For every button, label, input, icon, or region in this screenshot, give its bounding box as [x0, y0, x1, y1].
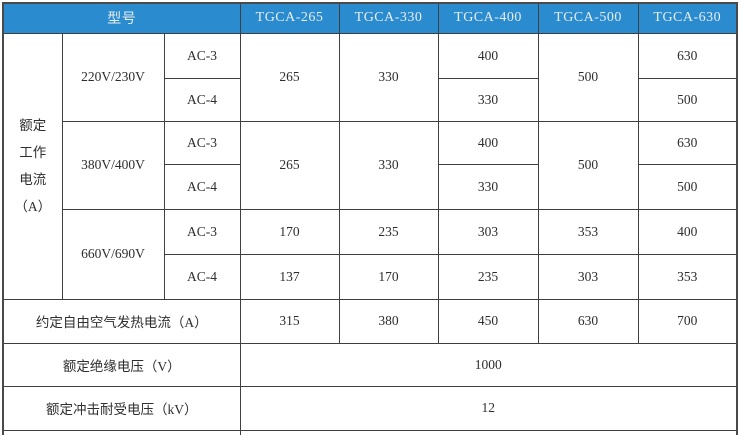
impulse-voltage-value-cell: 12	[239, 385, 738, 431]
row-660v-ac3: 660V/690V AC-3 170 235 303 353 400	[3, 208, 738, 300]
value-cell: 400	[437, 32, 539, 79]
value-cell: 170	[239, 208, 340, 255]
model-header-tgca-265: TGCA-265	[239, 2, 340, 34]
category-cell-ac4: AC-4	[163, 253, 241, 300]
value-cell: 353	[637, 253, 738, 300]
value-cell: 630	[637, 120, 738, 165]
model-label-cell: 型号	[2, 2, 241, 34]
value-cell: 500	[637, 163, 738, 210]
model-header-tgca-330: TGCA-330	[338, 2, 439, 34]
value-cell: 500	[537, 120, 639, 210]
value-cell: 137	[239, 253, 340, 300]
category-cell-ac3: AC-3	[163, 120, 241, 165]
thermal-current-label-cell: 约定自由空气发热电流（A）	[2, 298, 241, 344]
voltage-cell-660v: 660V/690V	[61, 208, 165, 300]
partial-value-cell	[239, 429, 738, 435]
row-partial-cutoff	[2, 429, 738, 435]
row-insulation-voltage: 额定绝缘电压（V） 1000	[2, 342, 738, 387]
value-cell: 235	[338, 208, 439, 255]
row-thermal-current: 约定自由空气发热电流（A） 315 380 450 630 700	[2, 298, 738, 344]
row-380v-ac4: AC-4 330 500	[3, 163, 738, 210]
rated-current-label-line: 电流	[19, 172, 47, 187]
value-cell: 380	[338, 298, 439, 344]
value-cell: 500	[637, 77, 738, 122]
row-660v-ac4: AC-4 137 170 235 303 353	[3, 253, 738, 300]
value-cell: 630	[637, 32, 738, 79]
rated-current-label-line: （A）	[14, 199, 52, 214]
insulation-voltage-value-cell: 1000	[239, 342, 738, 387]
impulse-voltage-label-cell: 额定冲击耐受电压（kV）	[2, 385, 241, 431]
value-cell: 303	[537, 253, 639, 300]
rated-current-label-line: 工作	[19, 145, 47, 160]
voltage-cell-380v: 380V/400V	[61, 120, 165, 210]
header-row: 型号 TGCA-265 TGCA-330 TGCA-400 TGCA-500 T…	[2, 2, 738, 34]
category-cell-ac3: AC-3	[163, 32, 241, 79]
rated-current-label-cell: 额定 工作 电流 （A）	[2, 32, 63, 300]
value-cell: 170	[338, 253, 439, 300]
category-cell-ac3: AC-3	[163, 208, 241, 255]
value-cell: 330	[338, 32, 439, 122]
row-380v-ac3: 380V/400V AC-3 265 330 400 500 630	[3, 120, 738, 210]
row-220v-ac3: 额定 工作 电流 （A） 220V/230V AC-3 265 330 400 …	[2, 32, 738, 300]
value-cell: 500	[537, 32, 639, 122]
voltage-cell-220v: 220V/230V	[61, 32, 165, 122]
partial-label-cell	[2, 429, 241, 435]
insulation-voltage-label-cell: 额定绝缘电压（V）	[2, 342, 241, 387]
model-header-tgca-500: TGCA-500	[537, 2, 639, 34]
value-cell: 353	[537, 208, 639, 255]
value-cell: 330	[437, 77, 539, 122]
category-cell-ac4: AC-4	[163, 77, 241, 122]
value-cell: 700	[637, 298, 738, 344]
value-cell: 450	[437, 298, 539, 344]
value-cell: 630	[537, 298, 639, 344]
model-header-tgca-400: TGCA-400	[437, 2, 539, 34]
value-cell: 330	[437, 163, 539, 210]
value-cell: 400	[637, 208, 738, 255]
value-cell: 315	[239, 298, 340, 344]
rated-current-label-line: 额定	[19, 118, 47, 133]
value-cell: 265	[239, 32, 340, 122]
category-cell-ac4: AC-4	[163, 163, 241, 210]
value-cell: 330	[338, 120, 439, 210]
model-header-tgca-630: TGCA-630	[637, 2, 738, 34]
value-cell: 400	[437, 120, 539, 165]
value-cell: 303	[437, 208, 539, 255]
row-220v-ac4: AC-4 330 500	[3, 77, 738, 122]
value-cell: 265	[239, 120, 340, 210]
row-impulse-voltage: 额定冲击耐受电压（kV） 12	[2, 385, 738, 431]
value-cell: 235	[437, 253, 539, 300]
